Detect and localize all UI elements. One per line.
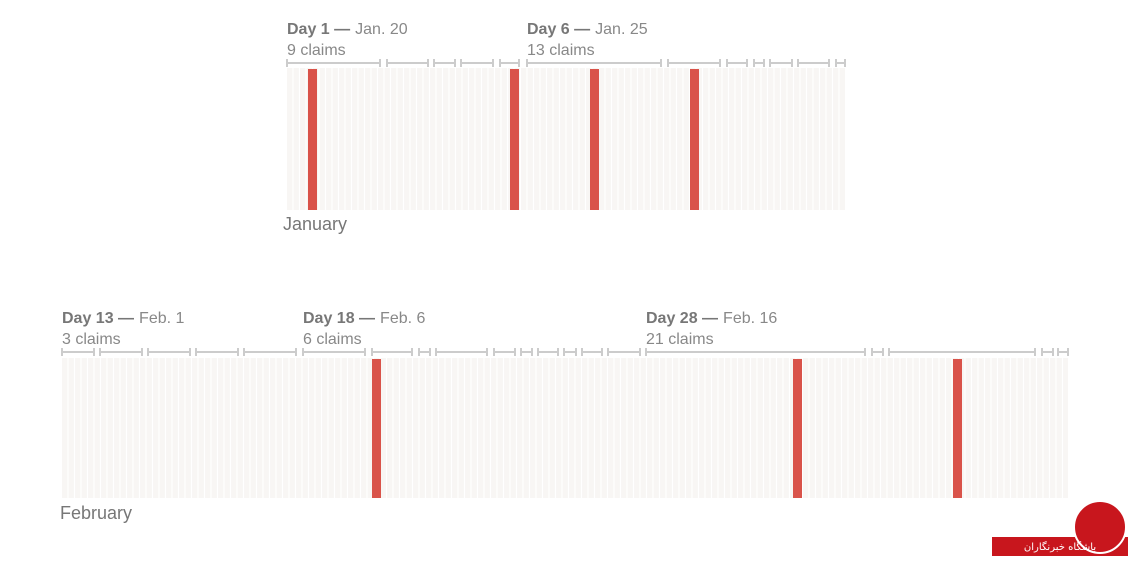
- annotation-claims: 13 claims: [527, 42, 595, 59]
- week-bracket: [581, 348, 603, 356]
- watermark: باشگاه خبرنگاران: [992, 500, 1128, 556]
- watermark-logo: [1073, 500, 1127, 554]
- annotation-date: Jan. 25: [595, 21, 648, 38]
- week-bracket: [769, 59, 793, 67]
- week-bracket: [147, 348, 191, 356]
- annotation-day: Day 13 —: [62, 310, 134, 327]
- week-bracket: [386, 59, 429, 67]
- annotation-title: Day 18 — Feb. 6: [303, 310, 426, 327]
- week-bracket: [888, 348, 1036, 356]
- week-bracket: [493, 348, 516, 356]
- week-bracket: [286, 59, 381, 67]
- month-label: February: [60, 503, 132, 523]
- week-bracket: [1041, 348, 1054, 356]
- annotation-date: Feb. 16: [723, 310, 777, 327]
- week-bracket: [520, 348, 533, 356]
- claim-bar: [690, 69, 699, 210]
- week-bracket: [302, 348, 366, 356]
- annotation-title: Day 28 — Feb. 16: [646, 310, 777, 327]
- week-bracket: [645, 348, 866, 356]
- week-bracket: [371, 348, 413, 356]
- week-bracket: [99, 348, 143, 356]
- week-bracket: [526, 59, 662, 67]
- week-bracket: [433, 59, 456, 67]
- week-bracket: [537, 348, 559, 356]
- annotation-title: Day 13 — Feb. 1: [62, 310, 185, 327]
- claim-bar: [953, 359, 962, 498]
- claim-bar: [372, 359, 381, 498]
- month-label: January: [283, 214, 347, 234]
- week-bracket: [607, 348, 641, 356]
- week-bracket: [726, 59, 748, 67]
- annotation-day: Day 1 —: [287, 21, 350, 38]
- annotation-day: Day 28 —: [646, 310, 718, 327]
- week-bracket: [835, 59, 846, 67]
- annotation-claims: 21 claims: [646, 331, 714, 348]
- annotation-claims: 3 claims: [62, 331, 121, 348]
- annotation-date: Feb. 6: [380, 310, 425, 327]
- week-bracket: [243, 348, 297, 356]
- week-bracket: [871, 348, 884, 356]
- week-bracket: [563, 348, 577, 356]
- watermark-text: باشگاه خبرنگاران: [1024, 541, 1096, 553]
- claim-bar: [590, 69, 599, 210]
- claim-bar: [510, 69, 519, 210]
- timeline-background: [62, 358, 1068, 498]
- week-bracket: [797, 59, 830, 67]
- annotation-date: Feb. 1: [139, 310, 184, 327]
- week-bracket: [1057, 348, 1069, 356]
- week-bracket: [667, 59, 721, 67]
- annotation-day: Day 18 —: [303, 310, 375, 327]
- annotation-claims: 9 claims: [287, 42, 346, 59]
- annotation-date: Jan. 20: [355, 21, 408, 38]
- week-bracket: [435, 348, 488, 356]
- week-bracket: [499, 59, 520, 67]
- week-bracket: [753, 59, 765, 67]
- week-bracket: [418, 348, 431, 356]
- annotation-title: Day 6 — Jan. 25: [527, 21, 648, 38]
- claim-bar: [793, 359, 802, 498]
- annotation-claims: 6 claims: [303, 331, 362, 348]
- annotation-title: Day 1 — Jan. 20: [287, 21, 408, 38]
- claim-bar: [308, 69, 317, 210]
- week-bracket: [195, 348, 239, 356]
- week-bracket: [61, 348, 95, 356]
- week-bracket: [460, 59, 494, 67]
- annotation-day: Day 6 —: [527, 21, 590, 38]
